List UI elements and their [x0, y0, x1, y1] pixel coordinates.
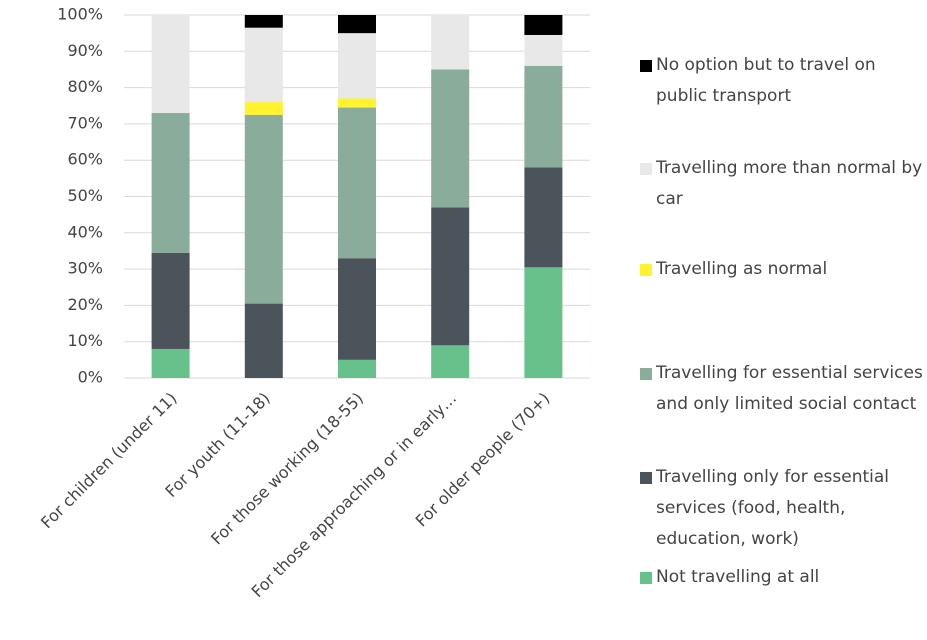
legend-swatch [640, 264, 652, 276]
bar-segment [151, 15, 190, 114]
bar-segment [338, 33, 376, 99]
y-tick-label: 70% [67, 113, 103, 132]
legend-swatch [640, 572, 652, 584]
bar-segment [524, 267, 563, 378]
legend-item: No option but to travel on public transp… [640, 50, 925, 112]
bar-segment [151, 252, 190, 349]
bar-segment [431, 207, 470, 346]
bar-segment [431, 345, 470, 378]
legend-item: Travelling as normal [640, 254, 925, 285]
bar-segment [244, 303, 283, 378]
x-tick-label: For those approaching or in early… [248, 389, 461, 602]
legend-item: Travelling only for essential services (… [640, 462, 925, 555]
bar-segment [338, 15, 376, 34]
bar-segment [524, 167, 563, 268]
y-tick-label: 60% [67, 150, 103, 169]
legend-swatch [640, 60, 652, 72]
bar-segment [338, 98, 376, 108]
legend-label: Travelling more than normal by car [656, 158, 923, 209]
bar-segment [524, 65, 563, 168]
bar-segment [338, 107, 376, 259]
y-tick-label: 30% [67, 259, 103, 278]
y-tick-label: 10% [67, 331, 103, 350]
legend-label: Not travelling at all [656, 567, 820, 587]
bar-segment [244, 102, 283, 115]
bar-segment [151, 113, 190, 253]
legend-label: Travelling as normal [656, 259, 828, 279]
bar-segment [151, 348, 190, 378]
legend-item: Travelling for essential services and on… [640, 358, 925, 420]
bar-segment [431, 69, 470, 208]
legend-swatch [640, 368, 652, 380]
legend-label: Travelling for essential services and on… [656, 363, 923, 414]
y-tick-label: 40% [67, 222, 103, 241]
y-tick-label: 90% [67, 41, 103, 60]
bar-segment [524, 34, 563, 66]
bar-segment [244, 15, 283, 28]
bar-segment [244, 27, 283, 103]
legend-label: Travelling only for essential services (… [656, 467, 890, 549]
legend-swatch [640, 472, 652, 484]
bar-segment [338, 359, 376, 378]
y-tick-label: 50% [67, 186, 103, 205]
y-tick-label: 80% [67, 77, 103, 96]
bar-segment [524, 15, 563, 35]
bar-segment [244, 114, 283, 304]
legend-item: Not travelling at all [640, 562, 925, 593]
legend-swatch [640, 163, 652, 175]
legend-item: Travelling more than normal by car [640, 153, 925, 215]
legend-label: No option but to travel on public transp… [656, 55, 876, 106]
x-tick-label: For those working (18-55) [207, 389, 367, 549]
bar-segment [431, 15, 470, 70]
bar-segment [338, 258, 376, 360]
y-tick-label: 100% [57, 5, 103, 24]
x-tick-label: For children (under 11) [37, 389, 181, 533]
y-tick-label: 20% [67, 295, 103, 314]
y-tick-label: 0% [78, 368, 103, 387]
